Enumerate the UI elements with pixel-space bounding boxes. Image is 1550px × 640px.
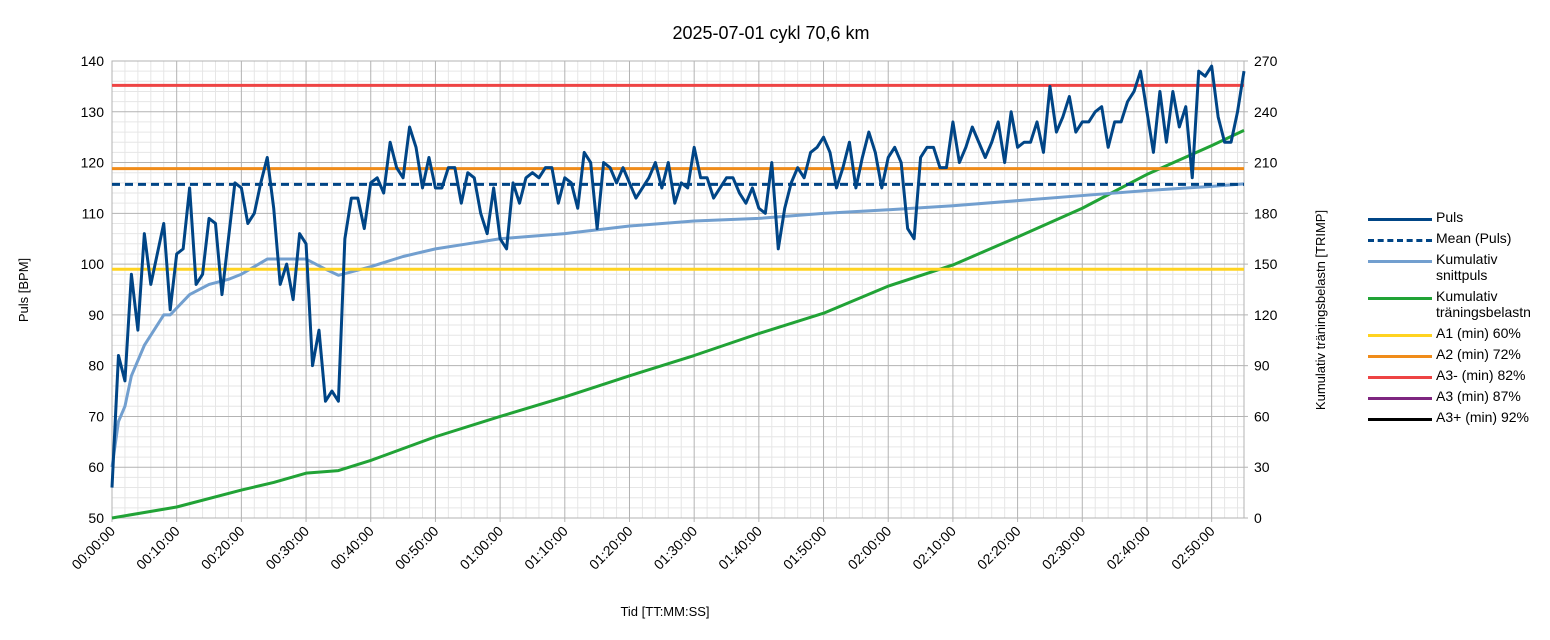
x-tick-label: 00:40:00 bbox=[327, 523, 377, 573]
y-tick-label: 50 bbox=[88, 510, 104, 526]
legend-entry: Puls bbox=[1368, 209, 1543, 225]
legend: Puls Mean (Puls) Kumulativ snittpuls Kumula… bbox=[1368, 209, 1543, 430]
legend-entry: Kumulativ träningsbelastn bbox=[1368, 288, 1543, 320]
x-tick-label: 01:20:00 bbox=[586, 523, 636, 573]
legend-swatch bbox=[1368, 297, 1432, 300]
x-tick-label: 00:10:00 bbox=[133, 523, 183, 573]
legend-swatch bbox=[1368, 239, 1432, 242]
legend-label: Puls bbox=[1436, 209, 1464, 225]
legend-swatch bbox=[1368, 397, 1432, 400]
y-tick-label: 110 bbox=[82, 205, 105, 221]
legend-entry: Kumulativ snittpuls bbox=[1368, 251, 1543, 283]
legend-entry: A3- (min) 82% bbox=[1368, 367, 1543, 383]
y2-axis-label: Kumulativ träningsbelastn [TRIMP] bbox=[1313, 210, 1328, 410]
x-tick-label: 00:20:00 bbox=[198, 523, 248, 573]
chart-title: 2025-07-01 cykl 70,6 km bbox=[672, 23, 869, 43]
y2-tick-label: 270 bbox=[1254, 53, 1278, 69]
legend-label: Kumulativ träningsbelastn bbox=[1436, 288, 1531, 320]
x-tick-label: 02:50:00 bbox=[1168, 523, 1218, 573]
legend-swatch bbox=[1368, 355, 1432, 358]
y-tick-label: 70 bbox=[88, 408, 104, 424]
y2-tick-label: 90 bbox=[1254, 358, 1270, 374]
legend-swatch bbox=[1368, 376, 1432, 379]
x-tick-label: 02:00:00 bbox=[844, 523, 894, 573]
y-tick-label: 140 bbox=[81, 53, 105, 69]
legend-entry: A3+ (min) 92% bbox=[1368, 409, 1543, 425]
series-line bbox=[110, 64, 1246, 488]
y2-tick-label: 120 bbox=[1254, 307, 1278, 323]
y-tick-label: 80 bbox=[88, 358, 104, 374]
legend-swatch bbox=[1368, 260, 1432, 263]
legend-label: A2 (min) 72% bbox=[1436, 346, 1521, 362]
x-tick-label: 01:00:00 bbox=[456, 523, 506, 573]
x-tick-label: 00:00:00 bbox=[68, 523, 118, 573]
y2-tick-label: 30 bbox=[1254, 459, 1270, 475]
x-tick-label: 01:30:00 bbox=[650, 523, 700, 573]
x-axis-label: Tid [TT:MM:SS] bbox=[620, 604, 709, 619]
y2-tick-label: 180 bbox=[1254, 205, 1278, 221]
y2-tick-label: 60 bbox=[1254, 408, 1270, 424]
legend-label: Kumulativ snittpuls bbox=[1436, 251, 1498, 283]
plot-frame bbox=[111, 60, 1245, 519]
series-line bbox=[110, 182, 1245, 468]
y2-tick-label: 0 bbox=[1254, 510, 1262, 526]
x-tick-label: 02:30:00 bbox=[1039, 523, 1089, 573]
legend-label: A3- (min) 82% bbox=[1436, 367, 1526, 383]
y2-tick-label: 240 bbox=[1254, 104, 1278, 120]
y-axis-label: Puls [BPM] bbox=[16, 258, 31, 322]
legend-entry: A3 (min) 87% bbox=[1368, 388, 1543, 404]
x-tick-label: 01:50:00 bbox=[780, 523, 830, 573]
legend-label: A3 (min) 87% bbox=[1436, 388, 1521, 404]
legend-entry: Mean (Puls) bbox=[1368, 230, 1543, 246]
series-line bbox=[111, 129, 1245, 520]
x-tick-label: 00:30:00 bbox=[262, 523, 312, 573]
y-tick-label: 120 bbox=[81, 155, 105, 171]
x-tick-label: 01:10:00 bbox=[521, 523, 571, 573]
y-tick-label: 60 bbox=[88, 459, 104, 475]
y-tick-label: 130 bbox=[81, 104, 105, 120]
legend-swatch bbox=[1368, 418, 1432, 421]
legend-swatch bbox=[1368, 334, 1432, 337]
x-tick-label: 02:20:00 bbox=[974, 523, 1024, 573]
y-tick-label: 100 bbox=[81, 256, 105, 272]
legend-label: A3+ (min) 92% bbox=[1436, 409, 1529, 425]
legend-label: Mean (Puls) bbox=[1436, 230, 1512, 246]
y2-tick-label: 150 bbox=[1254, 256, 1278, 272]
legend-entry: A1 (min) 60% bbox=[1368, 325, 1543, 341]
legend-entry: A2 (min) 72% bbox=[1368, 346, 1543, 362]
legend-swatch bbox=[1368, 218, 1432, 221]
x-tick-label: 02:40:00 bbox=[1103, 523, 1153, 573]
x-tick-label: 01:40:00 bbox=[715, 523, 765, 573]
y2-tick-label: 210 bbox=[1254, 155, 1278, 171]
x-tick-label: 00:50:00 bbox=[392, 523, 442, 573]
legend-label: A1 (min) 60% bbox=[1436, 325, 1521, 341]
x-tick-label: 02:10:00 bbox=[909, 523, 959, 573]
y-tick-label: 90 bbox=[88, 307, 104, 323]
grid bbox=[111, 60, 1244, 519]
